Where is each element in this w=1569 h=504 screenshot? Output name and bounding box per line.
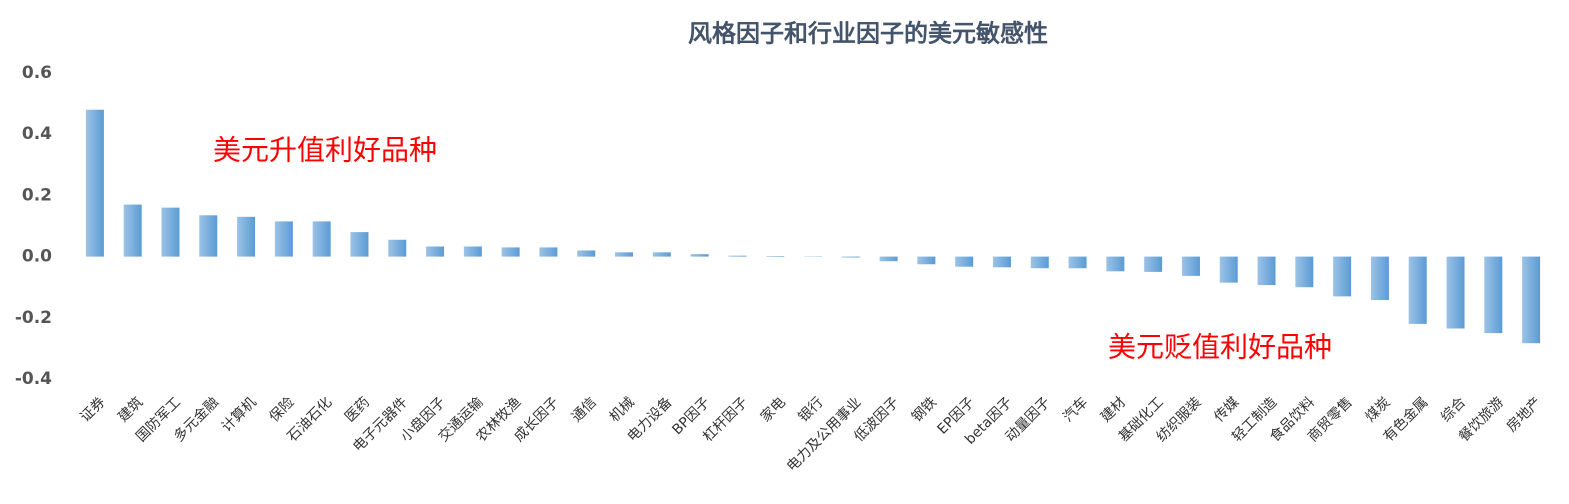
annotation: 美元贬值利好品种 [1108,331,1332,364]
x-tick-label: 煤炭 [1362,394,1393,425]
x-tick-label: 传媒 [1211,394,1242,425]
bar [539,247,558,257]
bar [615,252,634,257]
bar [199,215,218,257]
bar [1446,256,1465,329]
bar [312,221,331,257]
bar [1522,256,1541,344]
bar [917,256,936,265]
y-tick-label: 0.2 [22,185,52,205]
bar [1484,256,1503,334]
y-tick-label: -0.2 [15,308,52,328]
x-tick-label: 汽车 [1059,394,1091,426]
y-tick-label: 0.4 [22,124,52,144]
x-tick-label: 计算机 [219,394,260,435]
bar [1295,256,1314,288]
bar [879,256,898,262]
x-tick-label: 银行 [796,394,827,425]
y-tick-label: 0.0 [22,247,52,267]
bar [161,207,180,257]
bar [766,255,785,257]
x-tick-label: 证券 [77,394,108,425]
x-tick-label: 通信 [569,394,600,425]
bar [1106,256,1125,272]
x-tick-label: 机械 [607,394,638,425]
bar [1257,256,1276,286]
x-tick-label: 家电 [757,394,789,426]
bar [274,221,293,257]
bar [1181,256,1200,276]
bar [350,232,369,257]
bar [992,256,1011,268]
bar [652,252,671,257]
bar [955,256,974,267]
bar [1219,256,1238,283]
x-tick-label: 医药 [342,394,373,425]
bar [1408,256,1427,324]
x-tick-label: 钢铁 [909,394,940,425]
bar [841,256,860,258]
x-tick-label: 房地产 [1504,394,1545,435]
bar [577,250,596,257]
x-tick-label: 综合 [1438,394,1469,425]
x-tick-label: 建筑 [115,394,146,425]
bar [463,246,482,257]
bar [85,109,104,257]
bar [123,204,142,257]
annotation: 美元升值利好品种 [213,134,437,167]
bar [426,246,445,257]
bar [1030,256,1049,269]
x-tick-label: 建材 [1098,394,1129,425]
bar [690,254,709,257]
bar [1370,256,1389,301]
chart-title: 风格因子和行业因子的美元敏感性 [688,19,1048,48]
y-tick-label: -0.4 [15,369,52,389]
bar [1068,256,1087,269]
bar [728,255,747,257]
x-tick-label: 保险 [266,394,297,425]
bar [501,247,520,257]
bar [237,216,256,257]
bar [1144,256,1163,272]
bar [388,239,407,257]
y-tick-label: 0.6 [22,63,52,83]
bar [1333,256,1352,297]
